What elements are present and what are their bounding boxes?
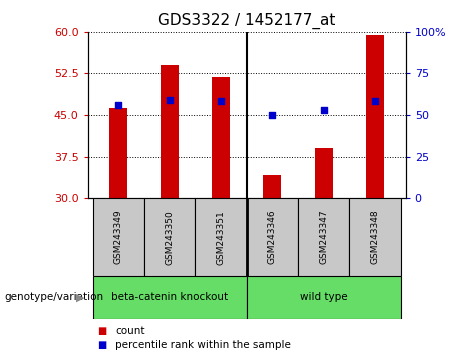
Point	[320, 107, 327, 112]
Text: ▶: ▶	[77, 292, 85, 302]
Text: GSM243347: GSM243347	[319, 210, 328, 264]
Text: GSM243351: GSM243351	[217, 210, 225, 264]
Text: GSM243348: GSM243348	[370, 210, 379, 264]
Bar	[298, 198, 349, 276]
Text: genotype/variation: genotype/variation	[5, 292, 104, 302]
Bar	[247, 276, 401, 319]
Bar	[263, 175, 281, 198]
Bar	[195, 198, 247, 276]
Text: GSM243350: GSM243350	[165, 210, 174, 264]
Title: GDS3322 / 1452177_at: GDS3322 / 1452177_at	[158, 13, 335, 29]
Bar	[314, 148, 332, 198]
Point	[269, 112, 276, 118]
Text: ■: ■	[97, 340, 106, 350]
Bar	[93, 198, 144, 276]
Bar	[109, 108, 127, 198]
Point	[115, 102, 122, 108]
Bar	[366, 35, 384, 198]
Text: percentile rank within the sample: percentile rank within the sample	[115, 340, 291, 350]
Bar	[144, 198, 195, 276]
Bar	[161, 65, 179, 198]
Text: beta-catenin knockout: beta-catenin knockout	[111, 292, 228, 302]
Bar	[247, 198, 298, 276]
Text: GSM243346: GSM243346	[268, 210, 277, 264]
Text: GSM243349: GSM243349	[114, 210, 123, 264]
Bar	[212, 77, 230, 198]
Bar	[93, 276, 247, 319]
Point	[371, 98, 378, 104]
Bar	[349, 198, 401, 276]
Point	[217, 98, 225, 104]
Text: count: count	[115, 326, 145, 336]
Text: wild type: wild type	[300, 292, 348, 302]
Text: ■: ■	[97, 326, 106, 336]
Point	[166, 97, 173, 102]
